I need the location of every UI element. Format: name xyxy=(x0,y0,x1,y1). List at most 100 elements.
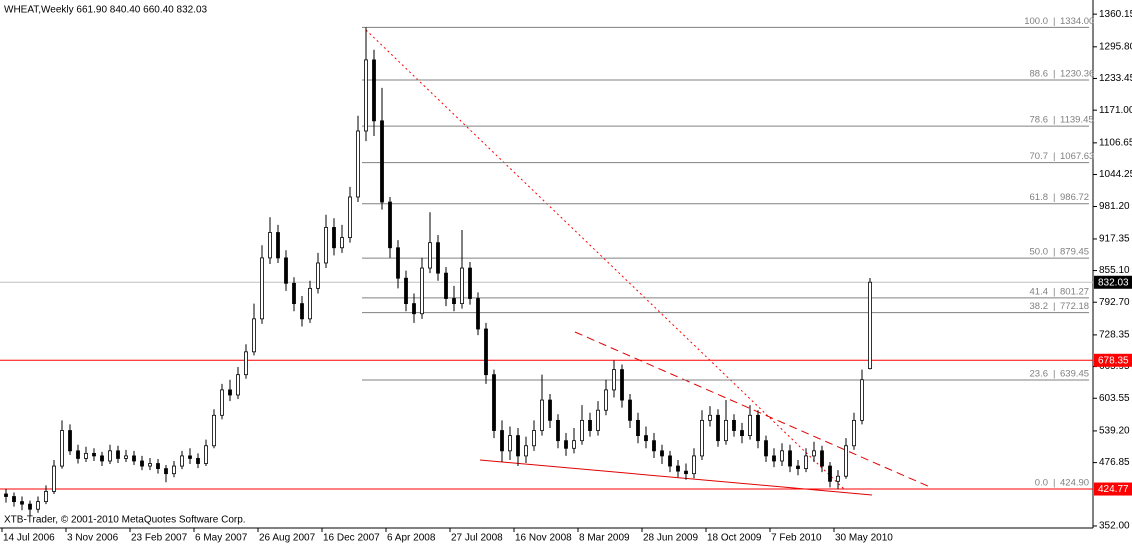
x-tick-label: 16 Dec 2007 xyxy=(323,533,380,544)
x-tick-label: 6 May 2007 xyxy=(195,533,248,544)
y-tick-label: 917.35 xyxy=(1099,234,1130,245)
candle-body xyxy=(52,465,56,492)
candle-body xyxy=(316,262,320,289)
candle-body xyxy=(732,419,736,431)
fib-price-label: 1067.63 xyxy=(1060,151,1094,162)
candle-body xyxy=(564,440,568,449)
y-tick-label: 728.35 xyxy=(1099,330,1130,341)
fib-level-label: 38.2 xyxy=(1030,301,1049,312)
fib-price-label: 1230.36 xyxy=(1060,69,1094,80)
candle-body xyxy=(460,267,464,304)
x-tick-label: 30 May 2010 xyxy=(835,533,893,544)
candle-body xyxy=(340,237,344,249)
candle-body xyxy=(20,501,24,505)
candle-body xyxy=(396,247,400,279)
price-tag xyxy=(1094,275,1132,289)
candle-body xyxy=(204,445,208,464)
candle-body xyxy=(500,430,504,452)
candle-body xyxy=(484,328,488,376)
y-tick-label: 981.20 xyxy=(1099,201,1130,212)
x-tick-label: 8 Mar 2009 xyxy=(579,533,630,544)
candle-body xyxy=(356,130,360,198)
candle-body xyxy=(4,493,8,497)
price-tag-label: 832.03 xyxy=(1098,277,1129,288)
x-tick-label: 6 Apr 2008 xyxy=(387,533,436,544)
candle-body xyxy=(12,496,16,502)
candle-body xyxy=(692,455,696,475)
fib-level-label: 88.6 xyxy=(1030,69,1049,80)
candle-body xyxy=(244,351,248,376)
x-tick-label: 3 Nov 2006 xyxy=(67,533,119,544)
candle-body xyxy=(812,450,816,457)
candle-body xyxy=(420,267,424,315)
candle-body xyxy=(676,465,680,472)
candle-body xyxy=(404,277,408,305)
candle-body xyxy=(300,303,304,320)
y-tick-label: 476.85 xyxy=(1099,457,1130,468)
candle-body xyxy=(708,414,712,421)
candle-body xyxy=(860,379,864,421)
candle-body xyxy=(772,455,776,462)
candle-body xyxy=(36,501,40,510)
candle-body xyxy=(444,272,448,299)
candle-body xyxy=(452,298,456,304)
x-tick-label: 16 Nov 2008 xyxy=(515,533,572,544)
candle-body xyxy=(492,374,496,431)
candle-body xyxy=(756,414,760,442)
candle-body xyxy=(524,445,528,457)
candle-body xyxy=(148,463,152,467)
candle-body xyxy=(668,455,672,467)
fib-price-label: 639.45 xyxy=(1060,369,1089,380)
y-tick-label: 1233.45 xyxy=(1099,73,1132,84)
fib-level-label: 0.0 xyxy=(1035,477,1048,488)
fib-separator: | xyxy=(1053,301,1055,312)
candle-body xyxy=(796,465,800,469)
candle-body xyxy=(228,389,232,396)
candle-body xyxy=(612,369,616,391)
x-tick-label: 23 Feb 2007 xyxy=(131,533,188,544)
candle-body xyxy=(652,440,656,452)
y-tick-label: 855.10 xyxy=(1099,265,1130,276)
candle-body xyxy=(44,491,48,503)
fib-separator: | xyxy=(1053,477,1055,488)
x-tick-label: 18 Oct 2009 xyxy=(707,533,762,544)
candle-body xyxy=(828,465,832,482)
candle-body xyxy=(620,369,624,401)
y-tick-label: 539.20 xyxy=(1099,426,1130,437)
candle-body xyxy=(548,399,552,421)
fib-separator: | xyxy=(1053,151,1055,162)
candle-body xyxy=(76,450,80,459)
candle-body xyxy=(836,475,840,482)
candle-body xyxy=(180,455,184,467)
candle-body xyxy=(364,59,368,132)
candle-body xyxy=(172,465,176,475)
y-tick-label: 1295.80 xyxy=(1099,41,1132,52)
fib-level-label: 61.8 xyxy=(1030,192,1049,203)
fib-separator: | xyxy=(1053,369,1055,380)
fib-separator: | xyxy=(1053,115,1055,126)
candle-body xyxy=(140,460,144,467)
price-tag-label: 424.77 xyxy=(1098,484,1129,495)
candle-body xyxy=(540,399,544,431)
x-tick-label: 26 Aug 2007 xyxy=(259,533,316,544)
candle-body xyxy=(252,318,256,353)
candle-body xyxy=(748,414,752,436)
watermark: XTB-Trader, © 2001-2010 MetaQuotes Softw… xyxy=(4,515,246,526)
x-tick-label: 7 Feb 2010 xyxy=(771,533,822,544)
fib-level-label: 78.6 xyxy=(1030,115,1049,126)
candle-body xyxy=(700,419,704,457)
fib-price-label: 879.45 xyxy=(1060,247,1089,258)
candle-body xyxy=(196,458,200,464)
candle-body xyxy=(412,303,416,315)
candle-body xyxy=(156,463,160,469)
candle-body xyxy=(124,455,128,459)
y-tick-label: 792.70 xyxy=(1099,297,1130,308)
x-tick-label: 14 Jul 2006 xyxy=(3,533,55,544)
candle-body xyxy=(332,227,336,249)
candle-body xyxy=(28,503,32,510)
x-tick-label: 28 Jun 2009 xyxy=(643,533,698,544)
price-tag-label: 678.35 xyxy=(1098,355,1129,366)
candle-body xyxy=(716,414,720,442)
